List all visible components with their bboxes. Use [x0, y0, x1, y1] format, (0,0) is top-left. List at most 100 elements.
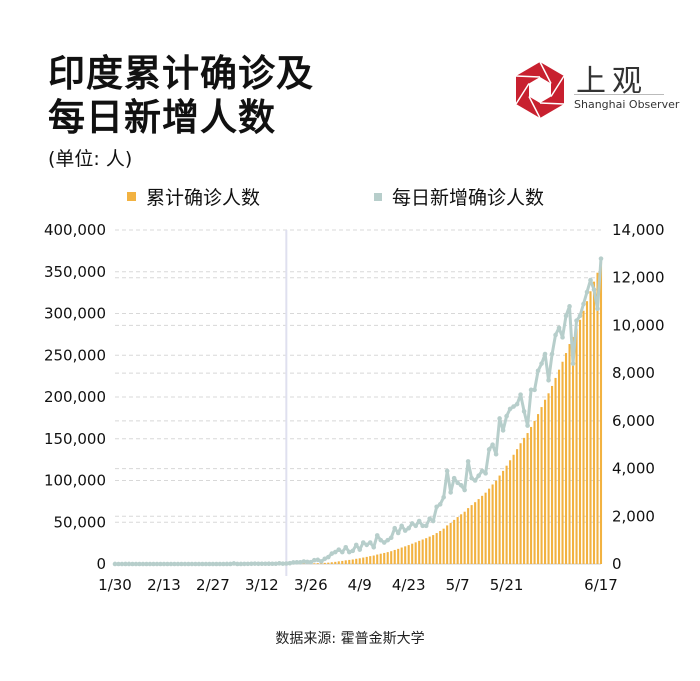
cumulative-bar — [344, 560, 347, 564]
daily-new-point — [570, 361, 576, 366]
x-axis-tick-label: 5/7 — [446, 576, 470, 594]
cumulative-bar — [421, 539, 424, 564]
cumulative-bar — [505, 465, 508, 564]
daily-new-point — [318, 559, 324, 564]
cumulative-bar — [509, 460, 512, 564]
daily-new-point — [444, 468, 450, 474]
legend-item-cumulative: 累计确诊人数 — [127, 183, 260, 210]
cumulative-bar — [323, 562, 326, 564]
daily-new-point — [294, 560, 300, 565]
daily-new-point — [374, 533, 380, 538]
cumulative-bar — [467, 508, 470, 564]
left-axis-tick-label: 100,000 — [44, 472, 106, 490]
cumulative-bar — [435, 533, 438, 564]
cumulative-bar — [564, 353, 568, 564]
daily-new-point — [158, 561, 163, 567]
left-axis-tick-label: 400,000 — [44, 221, 106, 239]
daily-new-point — [427, 516, 432, 521]
daily-new-point — [437, 502, 443, 507]
daily-new-point — [406, 525, 411, 531]
cumulative-bar — [358, 558, 361, 564]
left-axis-tick-label: 350,000 — [44, 263, 106, 281]
daily-new-point — [231, 561, 237, 566]
daily-new-point — [546, 378, 551, 383]
daily-new-point — [339, 549, 345, 555]
logo-name-cn: 上观 — [576, 64, 648, 99]
cumulative-bar — [554, 377, 557, 564]
daily-new-point — [542, 351, 548, 357]
x-axis-tick-label: 4/9 — [348, 576, 372, 594]
daily-new-point — [130, 561, 135, 567]
right-axis-tick-label: 8,000 — [612, 364, 655, 382]
daily-new-point — [189, 561, 195, 567]
daily-new-point — [479, 468, 485, 474]
daily-new-point — [301, 559, 307, 564]
daily-new-point — [203, 561, 209, 567]
cumulative-bar — [484, 492, 487, 564]
daily-new-point — [595, 306, 600, 312]
cumulative-bar — [533, 420, 536, 564]
cumulative-bar — [362, 557, 365, 564]
daily-new-point — [574, 318, 579, 323]
cumulative-bar — [460, 514, 463, 564]
daily-new-point — [350, 548, 356, 554]
unit-label: (单位: 人) — [48, 148, 133, 170]
cumulative-bar — [334, 561, 337, 564]
cumulative-bar — [330, 562, 333, 564]
cumulative-bar — [379, 553, 382, 564]
cumulative-bar — [383, 552, 386, 564]
daily-new-point — [151, 561, 156, 567]
cumulative-bar — [530, 426, 533, 564]
daily-new-point — [490, 442, 495, 448]
cumulative-bar — [456, 517, 459, 564]
cumulative-bar — [498, 475, 501, 564]
daily-new-point — [420, 523, 425, 529]
cumulative-bar — [551, 385, 554, 564]
daily-new-point — [451, 475, 457, 481]
cumulative-bar — [561, 361, 564, 564]
daily-new-point — [535, 368, 541, 374]
cumulative-bar — [327, 562, 330, 564]
daily-new-point — [476, 473, 481, 479]
daily-new-point — [507, 406, 513, 412]
title-line-2: 每日新增人数 — [48, 96, 276, 139]
daily-new-point — [486, 447, 492, 452]
daily-new-point — [186, 561, 191, 567]
daily-new-point — [193, 561, 198, 567]
daily-new-point — [277, 561, 282, 566]
left-axis-tick-label: 200,000 — [44, 388, 106, 406]
daily-new-point — [140, 561, 146, 567]
daily-new-point — [553, 332, 558, 338]
daily-new-point — [144, 561, 149, 567]
x-axis-tick-label: 1/30 — [98, 576, 132, 594]
daily-new-point — [423, 523, 429, 529]
cumulative-bar — [393, 549, 396, 564]
daily-new-point — [242, 561, 247, 567]
left-axis-tick-label: 300,000 — [44, 305, 106, 323]
daily-new-point — [430, 518, 436, 524]
daily-new-point — [395, 530, 401, 536]
daily-new-point — [388, 535, 394, 541]
daily-new-point — [175, 561, 181, 567]
right-axis-tick-label: 10,000 — [612, 316, 665, 334]
daily-new-point — [214, 561, 219, 567]
daily-new-point — [504, 413, 509, 419]
cumulative-bar — [540, 407, 543, 564]
cumulative-bar — [418, 540, 421, 564]
daily-new-point — [581, 301, 586, 307]
cumulative-bar — [544, 399, 547, 564]
data-source: 数据来源: 霍普金斯大学 — [275, 631, 425, 647]
daily-new-point — [385, 537, 391, 543]
daily-new-point — [532, 387, 537, 393]
x-axis-tick-label: 2/13 — [147, 576, 181, 594]
daily-new-point — [270, 561, 275, 567]
cumulative-bar — [582, 310, 585, 564]
daily-new-point — [137, 561, 142, 567]
daily-new-point — [441, 494, 446, 500]
daily-new-point — [539, 361, 544, 366]
x-axis-tick-label: 3/26 — [294, 576, 328, 594]
daily-new-point — [147, 561, 153, 567]
daily-new-point — [245, 561, 251, 567]
daily-new-point — [200, 561, 205, 567]
legend-item-daily: 每日新增确诊人数 — [374, 183, 544, 210]
